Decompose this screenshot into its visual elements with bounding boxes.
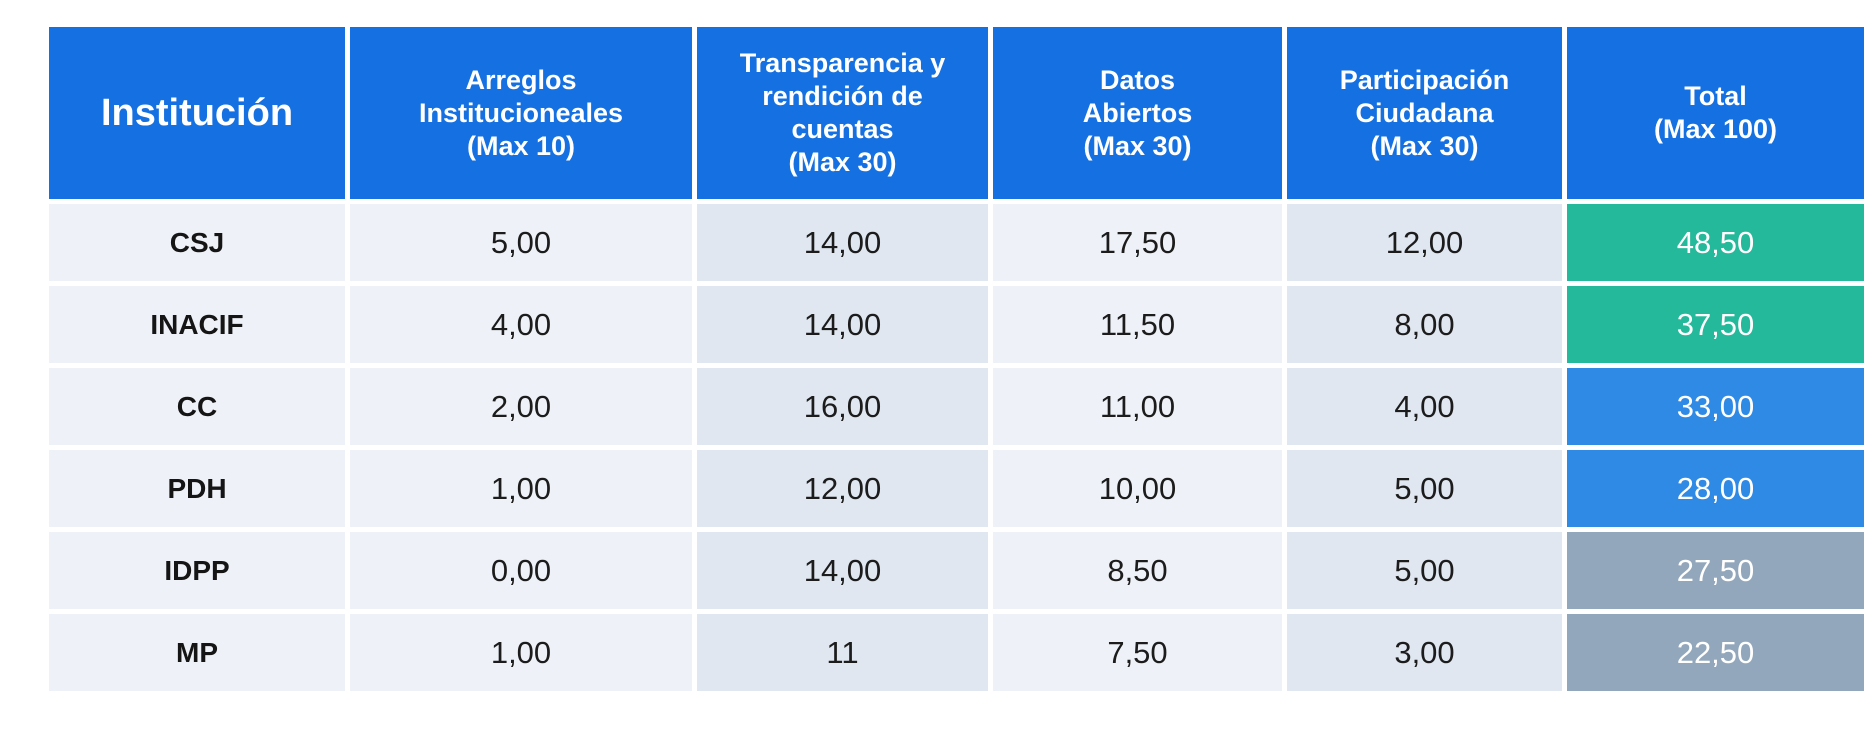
institution-cell: IDPP: [49, 532, 345, 609]
datos-abiertos-cell: 17,50: [993, 204, 1282, 281]
total-cell: 37,50: [1567, 286, 1864, 363]
arreglos-cell: 5,00: [350, 204, 692, 281]
datos-abiertos-cell: 11,00: [993, 368, 1282, 445]
table-row: IDPP 0,00 14,00 8,50 5,00 27,50: [49, 532, 1864, 609]
scores-table: Institución Arreglos Institucioneales (M…: [44, 22, 1869, 696]
datos-abiertos-cell: 10,00: [993, 450, 1282, 527]
total-cell: 48,50: [1567, 204, 1864, 281]
transparencia-cell: 14,00: [697, 204, 988, 281]
datos-abiertos-cell: 11,50: [993, 286, 1282, 363]
column-header-participacion: Participación Ciudadana (Max 30): [1287, 27, 1562, 199]
header-row: Institución Arreglos Institucioneales (M…: [49, 27, 1864, 199]
institution-cell: CC: [49, 368, 345, 445]
arreglos-cell: 2,00: [350, 368, 692, 445]
transparencia-cell: 14,00: [697, 532, 988, 609]
total-cell: 28,00: [1567, 450, 1864, 527]
participacion-cell: 8,00: [1287, 286, 1562, 363]
table-row: MP 1,00 11 7,50 3,00 22,50: [49, 614, 1864, 691]
total-cell: 22,50: [1567, 614, 1864, 691]
column-header-total: Total (Max 100): [1567, 27, 1864, 199]
transparencia-cell: 14,00: [697, 286, 988, 363]
participacion-cell: 12,00: [1287, 204, 1562, 281]
scores-table-container: Institución Arreglos Institucioneales (M…: [49, 27, 1864, 691]
column-header-institucion: Institución: [49, 27, 345, 199]
institution-cell: MP: [49, 614, 345, 691]
table-row: INACIF 4,00 14,00 11,50 8,00 37,50: [49, 286, 1864, 363]
column-header-arreglos: Arreglos Institucioneales (Max 10): [350, 27, 692, 199]
column-header-transparencia: Transparencia y rendición de cuentas (Ma…: [697, 27, 988, 199]
institution-cell: CSJ: [49, 204, 345, 281]
participacion-cell: 5,00: [1287, 450, 1562, 527]
transparencia-cell: 12,00: [697, 450, 988, 527]
transparencia-cell: 16,00: [697, 368, 988, 445]
datos-abiertos-cell: 8,50: [993, 532, 1282, 609]
arreglos-cell: 1,00: [350, 614, 692, 691]
arreglos-cell: 4,00: [350, 286, 692, 363]
table-row: PDH 1,00 12,00 10,00 5,00 28,00: [49, 450, 1864, 527]
arreglos-cell: 1,00: [350, 450, 692, 527]
institution-cell: PDH: [49, 450, 345, 527]
institution-cell: INACIF: [49, 286, 345, 363]
total-cell: 33,00: [1567, 368, 1864, 445]
participacion-cell: 4,00: [1287, 368, 1562, 445]
total-cell: 27,50: [1567, 532, 1864, 609]
table-row: CC 2,00 16,00 11,00 4,00 33,00: [49, 368, 1864, 445]
transparencia-cell: 11: [697, 614, 988, 691]
participacion-cell: 5,00: [1287, 532, 1562, 609]
datos-abiertos-cell: 7,50: [993, 614, 1282, 691]
table-row: CSJ 5,00 14,00 17,50 12,00 48,50: [49, 204, 1864, 281]
participacion-cell: 3,00: [1287, 614, 1562, 691]
column-header-datos-abiertos: Datos Abiertos (Max 30): [993, 27, 1282, 199]
arreglos-cell: 0,00: [350, 532, 692, 609]
